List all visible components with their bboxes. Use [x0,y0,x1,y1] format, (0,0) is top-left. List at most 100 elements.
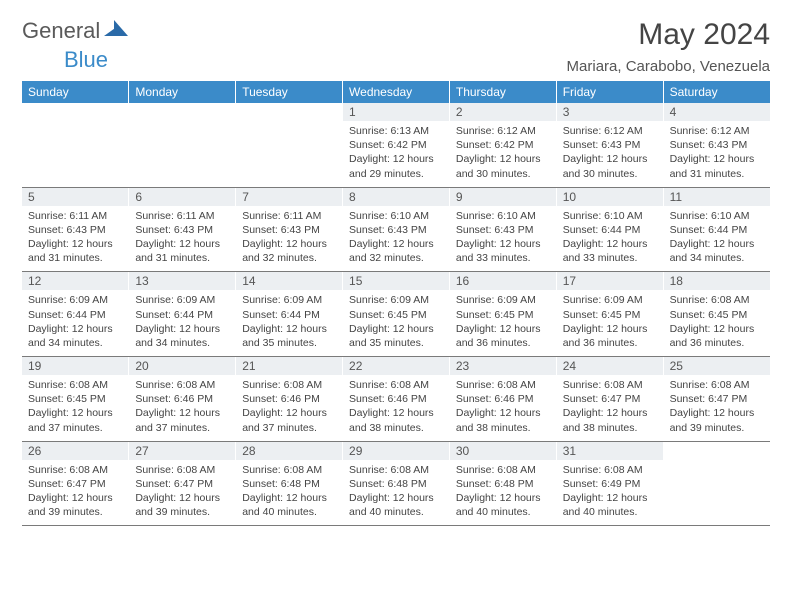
day-content-row: Sunrise: 6:09 AMSunset: 6:44 PMDaylight:… [22,290,770,356]
day-number-cell: 4 [663,103,770,121]
location-text: Mariara, Carabobo, Venezuela [567,58,770,75]
sunrise-text: Sunrise: 6:10 AM [349,209,443,223]
day-content-cell: Sunrise: 6:08 AMSunset: 6:45 PMDaylight:… [663,290,770,356]
daylight-text: Daylight: 12 hours and 39 minutes. [28,491,122,519]
daylight-text: Daylight: 12 hours and 30 minutes. [456,152,550,180]
day-number-cell: 19 [22,357,129,376]
day-content-cell [236,121,343,187]
brand-text-blue: Blue [64,47,108,73]
day-content-cell: Sunrise: 6:11 AMSunset: 6:43 PMDaylight:… [22,206,129,272]
day-content-cell: Sunrise: 6:12 AMSunset: 6:43 PMDaylight:… [556,121,663,187]
day-number-cell [236,103,343,121]
sunset-text: Sunset: 6:43 PM [670,138,764,152]
sunset-text: Sunset: 6:43 PM [563,138,657,152]
day-number-cell: 11 [663,187,770,206]
day-content-cell: Sunrise: 6:10 AMSunset: 6:43 PMDaylight:… [449,206,556,272]
day-number-cell: 7 [236,187,343,206]
daylight-text: Daylight: 12 hours and 40 minutes. [563,491,657,519]
day-number-cell: 17 [556,272,663,291]
daylight-text: Daylight: 12 hours and 34 minutes. [135,322,229,350]
daylight-text: Daylight: 12 hours and 37 minutes. [28,406,122,434]
day-number-row: 567891011 [22,187,770,206]
sunrise-text: Sunrise: 6:08 AM [670,293,764,307]
daylight-text: Daylight: 12 hours and 34 minutes. [28,322,122,350]
sunrise-text: Sunrise: 6:08 AM [349,463,443,477]
weekday-header: Monday [129,81,236,103]
weekday-header-row: SundayMondayTuesdayWednesdayThursdayFrid… [22,81,770,103]
weekday-header: Thursday [449,81,556,103]
sunset-text: Sunset: 6:47 PM [670,392,764,406]
day-number-cell: 25 [663,357,770,376]
sunrise-text: Sunrise: 6:08 AM [563,463,657,477]
sunset-text: Sunset: 6:43 PM [349,223,443,237]
sunrise-text: Sunrise: 6:09 AM [135,293,229,307]
day-number-cell: 9 [449,187,556,206]
day-content-cell: Sunrise: 6:12 AMSunset: 6:43 PMDaylight:… [663,121,770,187]
day-content-cell: Sunrise: 6:09 AMSunset: 6:45 PMDaylight:… [449,290,556,356]
daylight-text: Daylight: 12 hours and 29 minutes. [349,152,443,180]
day-content-cell: Sunrise: 6:08 AMSunset: 6:46 PMDaylight:… [343,375,450,441]
day-number-cell: 26 [22,441,129,460]
daylight-text: Daylight: 12 hours and 40 minutes. [242,491,336,519]
daylight-text: Daylight: 12 hours and 33 minutes. [563,237,657,265]
daylight-text: Daylight: 12 hours and 32 minutes. [242,237,336,265]
daylight-text: Daylight: 12 hours and 39 minutes. [670,406,764,434]
day-content-cell: Sunrise: 6:08 AMSunset: 6:48 PMDaylight:… [343,460,450,526]
sunrise-text: Sunrise: 6:10 AM [456,209,550,223]
day-number-cell: 2 [449,103,556,121]
daylight-text: Daylight: 12 hours and 34 minutes. [670,237,764,265]
day-content-cell: Sunrise: 6:09 AMSunset: 6:44 PMDaylight:… [236,290,343,356]
weekday-header: Saturday [663,81,770,103]
daylight-text: Daylight: 12 hours and 38 minutes. [563,406,657,434]
daylight-text: Daylight: 12 hours and 38 minutes. [456,406,550,434]
day-content-cell: Sunrise: 6:08 AMSunset: 6:47 PMDaylight:… [556,375,663,441]
day-content-cell: Sunrise: 6:11 AMSunset: 6:43 PMDaylight:… [236,206,343,272]
weekday-header: Tuesday [236,81,343,103]
daylight-text: Daylight: 12 hours and 37 minutes. [242,406,336,434]
brand-logo: General [22,18,108,44]
sunrise-text: Sunrise: 6:11 AM [28,209,122,223]
day-number-cell: 18 [663,272,770,291]
sunset-text: Sunset: 6:45 PM [349,308,443,322]
day-content-cell: Sunrise: 6:08 AMSunset: 6:47 PMDaylight:… [663,375,770,441]
sunset-text: Sunset: 6:45 PM [456,308,550,322]
day-content-cell: Sunrise: 6:09 AMSunset: 6:44 PMDaylight:… [22,290,129,356]
sunrise-text: Sunrise: 6:08 AM [135,463,229,477]
sunrise-text: Sunrise: 6:09 AM [242,293,336,307]
day-content-cell [22,121,129,187]
day-number-cell: 3 [556,103,663,121]
day-content-cell: Sunrise: 6:08 AMSunset: 6:49 PMDaylight:… [556,460,663,526]
sunset-text: Sunset: 6:47 PM [135,477,229,491]
day-number-cell: 6 [129,187,236,206]
title-block: May 2024 Mariara, Carabobo, Venezuela [567,18,770,75]
daylight-text: Daylight: 12 hours and 31 minutes. [670,152,764,180]
day-number-cell: 24 [556,357,663,376]
weekday-header: Sunday [22,81,129,103]
sunrise-text: Sunrise: 6:11 AM [135,209,229,223]
day-content-cell: Sunrise: 6:09 AMSunset: 6:44 PMDaylight:… [129,290,236,356]
day-number-cell: 22 [343,357,450,376]
sunrise-text: Sunrise: 6:08 AM [28,378,122,392]
day-number-row: 262728293031 [22,441,770,460]
day-number-cell: 23 [449,357,556,376]
day-number-cell: 30 [449,441,556,460]
day-number-cell: 27 [129,441,236,460]
day-number-cell: 12 [22,272,129,291]
day-content-cell [129,121,236,187]
day-content-cell: Sunrise: 6:08 AMSunset: 6:47 PMDaylight:… [129,460,236,526]
sunrise-text: Sunrise: 6:09 AM [349,293,443,307]
sunrise-text: Sunrise: 6:08 AM [563,378,657,392]
day-content-cell [663,460,770,526]
sunrise-text: Sunrise: 6:09 AM [28,293,122,307]
day-content-cell: Sunrise: 6:12 AMSunset: 6:42 PMDaylight:… [449,121,556,187]
daylight-text: Daylight: 12 hours and 40 minutes. [349,491,443,519]
day-content-cell: Sunrise: 6:09 AMSunset: 6:45 PMDaylight:… [556,290,663,356]
sunrise-text: Sunrise: 6:13 AM [349,124,443,138]
sunrise-text: Sunrise: 6:08 AM [456,378,550,392]
day-number-cell [663,441,770,460]
sunset-text: Sunset: 6:47 PM [28,477,122,491]
day-number-cell: 16 [449,272,556,291]
sunset-text: Sunset: 6:43 PM [28,223,122,237]
sunset-text: Sunset: 6:43 PM [242,223,336,237]
day-number-cell: 8 [343,187,450,206]
